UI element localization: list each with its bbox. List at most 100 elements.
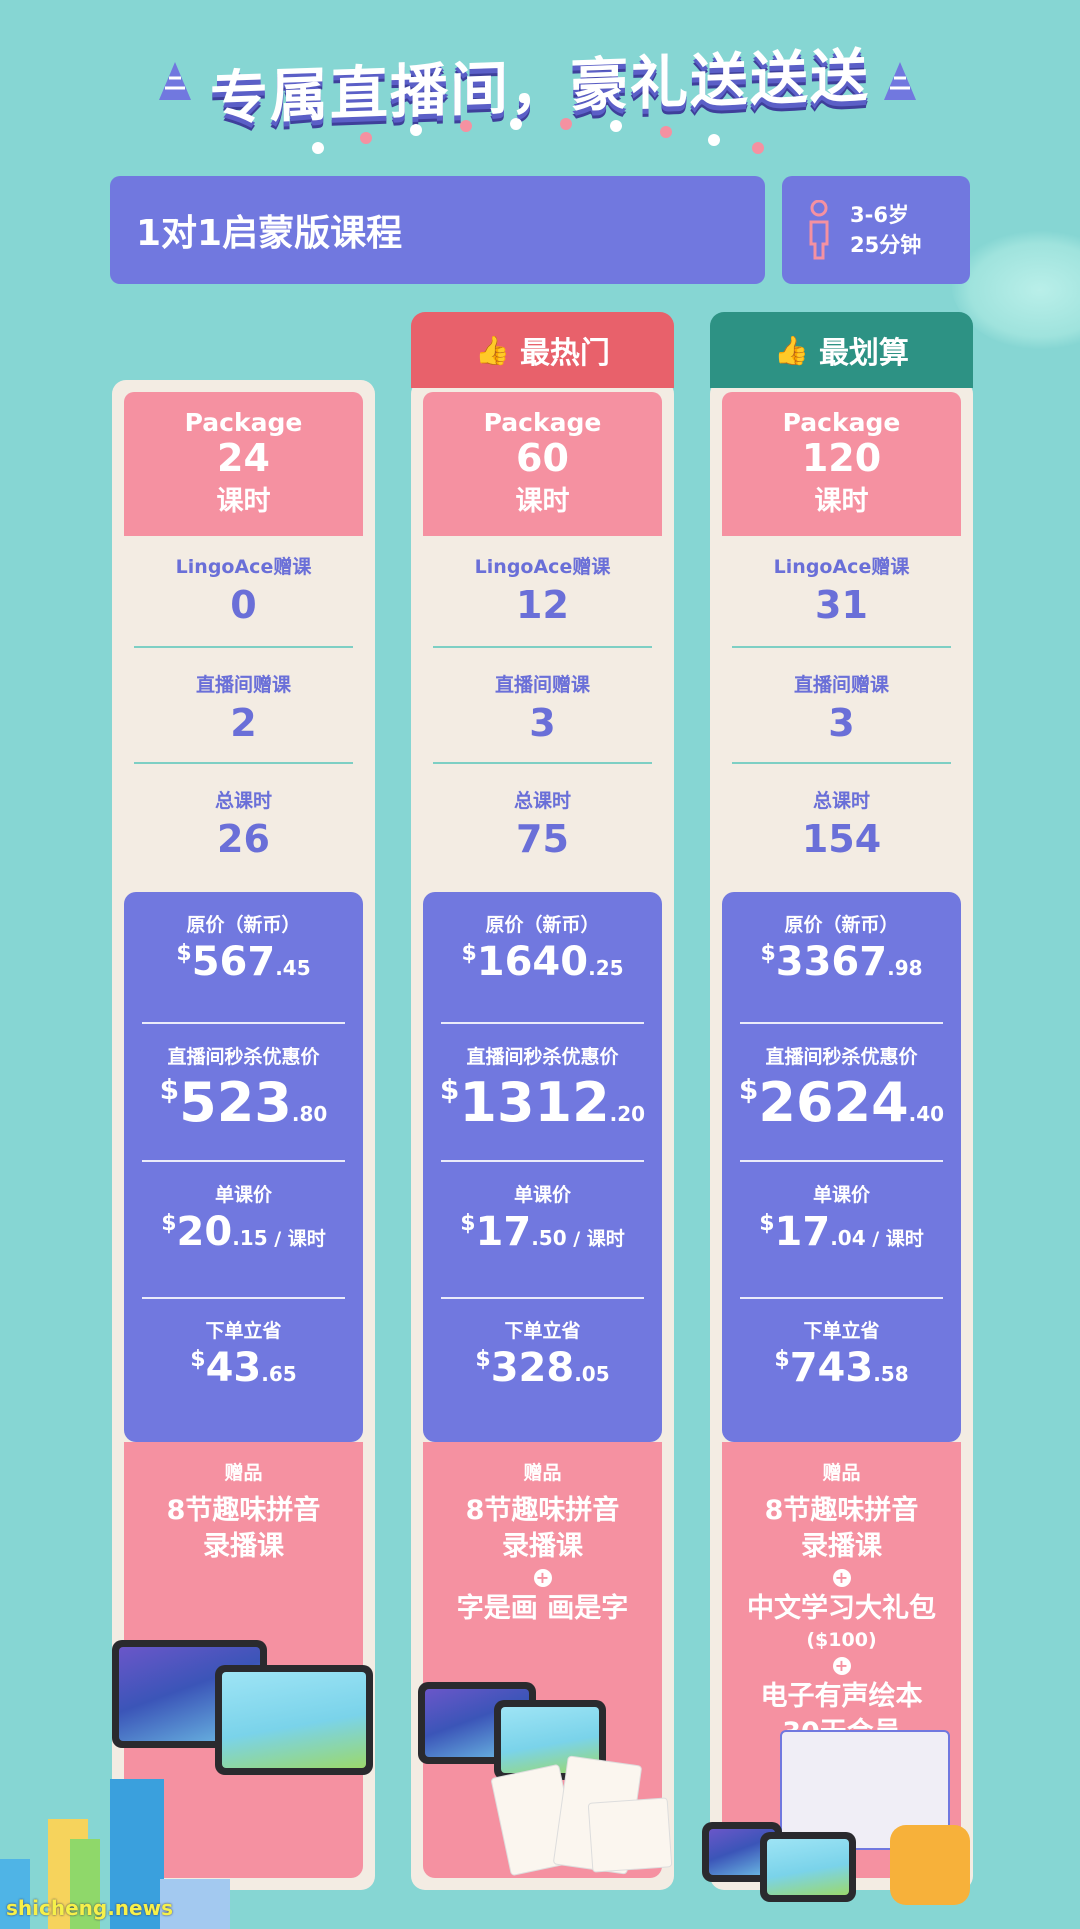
package-hours: 60 [516,436,569,480]
age-duration-box: 3-6岁 25分钟 [782,176,970,284]
price-box: 原价（新币） $567.45 直播间秒杀优惠价 $523.80 单课价 $20.… [124,892,363,1442]
stat-label: 总课时 [214,790,272,812]
divider [142,1160,345,1162]
price-label: 原价（新币） [186,914,301,936]
per-lesson-price: 单课价 $17.04 / 课时 [722,1180,961,1255]
total-lessons: 总课时 26 [112,786,375,861]
package-header: Package 120 课时 [722,392,961,536]
flash-sale-price: 直播间秒杀优惠价 $2624.40 [722,1042,961,1134]
gift-item: 录播课 [203,1531,284,1562]
price-int: 20 [176,1209,233,1255]
price-int: 743 [789,1345,874,1391]
tablet-image [494,1700,606,1780]
tablet-image [215,1665,373,1775]
divider [441,1022,644,1024]
plus-icon: + [832,1569,851,1587]
party-hat-icon [884,62,916,100]
per-unit: / 课时 [267,1228,326,1250]
bonus-lessons: LingoAce赠课 31 [710,552,973,627]
price-int: 328 [490,1345,575,1391]
stat-label: LingoAce赠课 [175,556,312,578]
price-box: 原价（新币） $1640.25 直播间秒杀优惠价 $1312.20 单课价 $1… [423,892,662,1442]
live-bonus-lessons: 直播间赠课 3 [411,670,674,745]
price-label: 直播间秒杀优惠价 [466,1046,619,1068]
currency-sign: $ [159,1073,180,1106]
price-dec: .50 [531,1226,567,1250]
per-lesson-price: 单课价 $17.50 / 课时 [423,1180,662,1255]
currency-sign: $ [461,941,477,966]
package-label: Package [483,408,602,437]
per-unit: / 课时 [566,1228,625,1250]
gift-item: 中文学习大礼包 [747,1593,936,1624]
gift-item-note: ($100) [806,1629,877,1651]
currency-sign: $ [161,1211,177,1236]
plus-icon: + [832,1657,851,1675]
price-int: 3367 [775,939,888,985]
price-label: 单课价 [214,1184,272,1206]
live-bonus-lessons: 直播间赠课 3 [710,670,973,745]
package-card-24: Package 24 课时 LingoAce赠课 0 直播间赠课 2 总课时 2… [112,380,375,1890]
package-card-60: Package 60 课时 LingoAce赠课 12 直播间赠课 3 总课时 … [411,380,674,1890]
divider [433,646,652,648]
price-label: 原价（新币） [485,914,600,936]
price-int: 567 [191,939,276,985]
price-int: 1640 [476,939,589,985]
price-dec: .45 [275,956,311,980]
per-unit: / 课时 [865,1228,924,1250]
currency-sign: $ [760,941,776,966]
stat-value: 31 [815,583,868,627]
gift-item: 字是画 画是字 [456,1593,629,1624]
bonus-lessons: LingoAce赠课 0 [112,552,375,627]
plus-icon: + [533,1569,552,1587]
price-label: 下单立省 [803,1320,880,1342]
child-icon [809,200,829,260]
currency-sign: $ [774,1347,790,1372]
package-header: Package 60 课时 [423,392,662,536]
thumbs-up-icon: 👍 [475,333,510,367]
currency-sign: $ [460,1211,476,1236]
divider [441,1160,644,1162]
gift-item: 8节趣味拼音 [166,1495,321,1526]
currency-sign: $ [176,941,192,966]
currency-sign: $ [759,1211,775,1236]
bonus-lessons: LingoAce赠课 12 [411,552,674,627]
divider [732,646,951,648]
price-label: 直播间秒杀优惠价 [765,1046,918,1068]
divider [732,762,951,764]
course-title-bar: 1对1启蒙版课程 [110,176,765,284]
price-int: 2624 [758,1071,909,1134]
original-price: 原价（新币） $567.45 [124,910,363,985]
divider [134,646,353,648]
stat-label: 总课时 [812,790,870,812]
price-int: 17 [475,1209,532,1255]
flash-sale-price: 直播间秒杀优惠价 $1312.20 [423,1042,662,1134]
price-int: 523 [179,1071,292,1134]
price-box: 原价（新币） $3367.98 直播间秒杀优惠价 $2624.40 单课价 $1… [722,892,961,1442]
gift-item: 8节趣味拼音 [465,1495,620,1526]
gift-item: 8节趣味拼音 [764,1495,919,1526]
original-price: 原价（新币） $3367.98 [722,910,961,985]
party-hat-icon [159,62,191,100]
price-dec: .58 [873,1362,909,1386]
stat-label: 直播间赠课 [494,674,590,696]
price-label: 单课价 [812,1184,870,1206]
price-int: 43 [205,1345,262,1391]
savings: 下单立省 $743.58 [722,1316,961,1391]
gift-title: 赠品 [224,1462,263,1484]
package-label: Package [782,408,901,437]
stat-value: 0 [230,583,257,627]
divider [441,1297,644,1299]
price-dec: .80 [291,1102,328,1126]
stat-label: 直播间赠课 [195,674,291,696]
stat-value: 3 [529,701,556,745]
live-bonus-lessons: 直播间赠课 2 [112,670,375,745]
gift-box: 赠品 8节趣味拼音 录播课 + 中文学习大礼包 ($100) + 电子有声绘本 … [722,1442,961,1878]
price-label: 下单立省 [504,1320,581,1342]
gift-title: 赠品 [822,1462,861,1484]
price-dec: .04 [830,1226,866,1250]
currency-sign: $ [475,1347,491,1372]
gift-pack-image [780,1730,950,1850]
total-lessons: 总课时 154 [710,786,973,861]
price-dec: .98 [887,956,923,980]
gift-item: 录播课 [801,1531,882,1562]
